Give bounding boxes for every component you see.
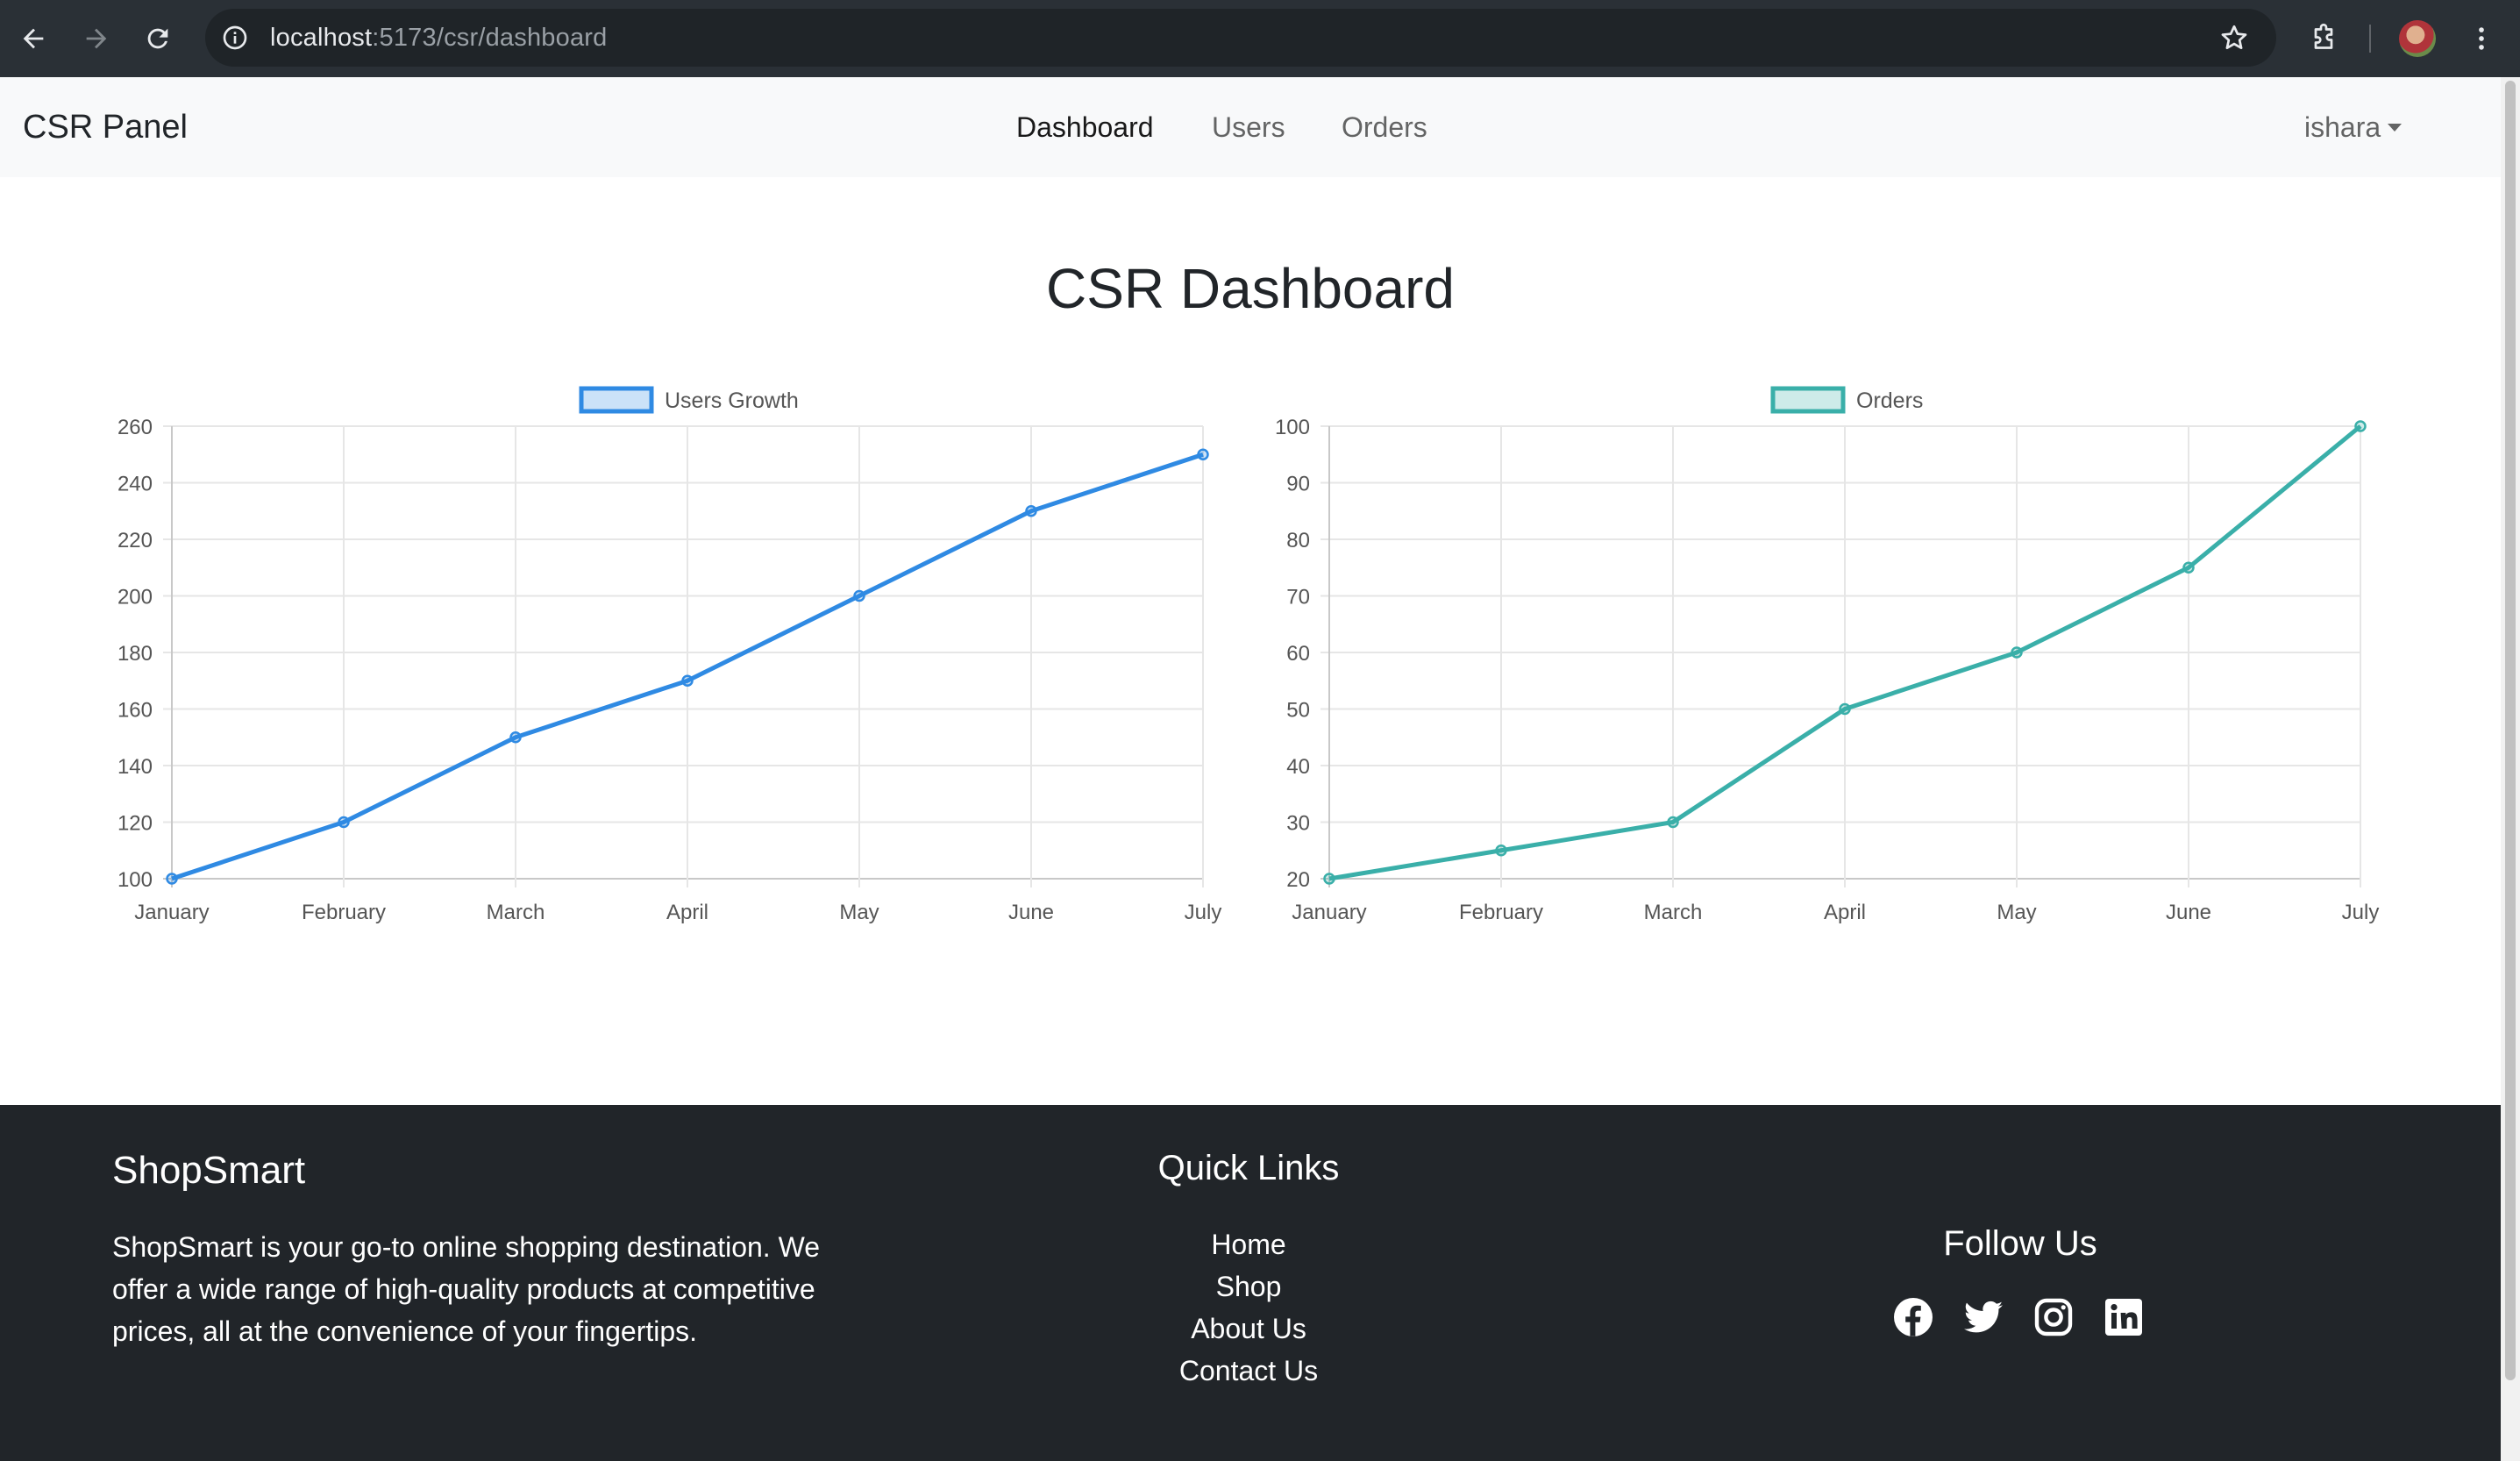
top-navbar: CSR Panel Dashboard Users Orders ishara bbox=[0, 77, 2501, 177]
facebook-icon[interactable] bbox=[1892, 1296, 1934, 1338]
twitter-icon[interactable] bbox=[1962, 1296, 2004, 1338]
back-arrow-icon[interactable] bbox=[11, 16, 56, 61]
y-tick-label: 240 bbox=[117, 473, 153, 496]
url-text[interactable]: localhost:5173/csr/dashboard bbox=[270, 9, 607, 67]
orders-chart-svg: 20 30 40 50 60 70 80 90 100 January February March A… bbox=[1275, 386, 2380, 924]
footer-link-about-us[interactable]: About Us bbox=[1191, 1313, 1306, 1344]
page-title: CSR Dashboard bbox=[1046, 257, 1455, 320]
quick-links-title: Quick Links bbox=[1157, 1149, 1340, 1187]
y-tick-label: 90 bbox=[1286, 473, 1310, 496]
navbar-brand[interactable]: CSR Panel bbox=[23, 109, 188, 146]
x-tick-label: July bbox=[2342, 901, 2380, 924]
y-tick-label: 30 bbox=[1286, 812, 1310, 836]
forward-arrow-icon[interactable] bbox=[74, 16, 119, 61]
browser-toolbar: localhost:5173/csr/dashboard bbox=[0, 0, 2520, 77]
address-bar[interactable]: localhost:5173/csr/dashboard bbox=[205, 9, 2276, 67]
orders-chart: 20 30 40 50 60 70 80 90 100 January February March A… bbox=[1210, 368, 2438, 947]
url-path: :5173/csr/dashboard bbox=[372, 24, 608, 52]
x-tick-label: February bbox=[1459, 901, 1543, 924]
user-dropdown[interactable]: ishara bbox=[2304, 77, 2403, 177]
series-line bbox=[171, 452, 1204, 881]
users-growth-chart: 100 120 140 160 180 200 220 240 260 January Februa… bbox=[53, 368, 1280, 947]
y-tick-label: 180 bbox=[117, 642, 153, 666]
quick-links-list: Home Shop About Us Contact Us bbox=[986, 1223, 1512, 1392]
y-tick-label: 220 bbox=[117, 529, 153, 552]
chart-grid bbox=[163, 425, 1204, 887]
y-tick-label: 260 bbox=[117, 416, 153, 439]
url-host: localhost bbox=[270, 24, 373, 52]
legend-swatch bbox=[1770, 386, 1846, 414]
legend-swatch bbox=[579, 386, 654, 414]
x-tick-label: June bbox=[2166, 901, 2211, 924]
y-tick-label: 100 bbox=[1275, 416, 1310, 439]
toolbar-divider bbox=[2369, 25, 2371, 53]
x-tick-label: May bbox=[1997, 901, 2036, 924]
follow-us-title: Follow Us bbox=[1943, 1224, 2097, 1263]
profile-avatar[interactable] bbox=[2399, 20, 2436, 57]
page-scrollbar[interactable] bbox=[2501, 77, 2520, 1461]
data-point bbox=[1323, 873, 1335, 885]
linkedin-icon[interactable] bbox=[2103, 1296, 2145, 1338]
y-tick-label: 40 bbox=[1286, 755, 1310, 779]
x-tick-label: July bbox=[1185, 901, 1222, 924]
bookmark-star-icon[interactable] bbox=[2218, 22, 2250, 58]
data-point bbox=[509, 731, 522, 744]
footer-link-home[interactable]: Home bbox=[1211, 1229, 1286, 1260]
y-tick-label: 120 bbox=[117, 812, 153, 836]
data-point bbox=[2011, 646, 2023, 659]
data-point bbox=[338, 816, 350, 829]
data-point bbox=[2354, 420, 2367, 432]
scrollbar-thumb[interactable] bbox=[2505, 81, 2516, 1380]
data-point bbox=[1667, 816, 1679, 829]
y-tick-label: 60 bbox=[1286, 642, 1310, 666]
y-tick-label: 160 bbox=[117, 699, 153, 723]
more-vert-icon[interactable] bbox=[2459, 16, 2504, 61]
chevron-down-icon bbox=[2388, 124, 2403, 132]
data-point bbox=[1839, 702, 1851, 716]
users-growth-chart-svg: 100 120 140 160 180 200 220 240 260 January Februa… bbox=[117, 386, 1222, 924]
extensions-icon[interactable] bbox=[2301, 16, 2346, 61]
x-tick-label: April bbox=[1824, 901, 1866, 924]
legend-label: Orders bbox=[1856, 388, 1923, 413]
y-tick-label: 80 bbox=[1286, 529, 1310, 552]
user-name: ishara bbox=[2304, 111, 2381, 143]
nav-link-orders[interactable]: Orders bbox=[1342, 111, 1427, 143]
footer-brand: ShopSmart bbox=[112, 1149, 306, 1192]
data-point bbox=[1197, 448, 1209, 460]
y-tick-label: 70 bbox=[1286, 586, 1310, 609]
series-line bbox=[1328, 424, 2362, 881]
site-info-icon[interactable] bbox=[221, 24, 249, 56]
nav-link-dashboard[interactable]: Dashboard bbox=[1016, 111, 1154, 143]
footer-link-shop[interactable]: Shop bbox=[1215, 1271, 1282, 1302]
nav-link-users[interactable]: Users bbox=[1212, 111, 1285, 143]
y-tick-label: 50 bbox=[1286, 699, 1310, 723]
x-tick-label: January bbox=[134, 901, 209, 924]
x-tick-label: March bbox=[487, 901, 545, 924]
y-tick-label: 100 bbox=[117, 868, 153, 892]
x-tick-label: June bbox=[1008, 901, 1054, 924]
footer-description: ShopSmart is your go-to online shopping … bbox=[112, 1231, 820, 1347]
legend-label: Users Growth bbox=[665, 388, 799, 413]
reload-icon[interactable] bbox=[135, 16, 181, 61]
y-tick-label: 20 bbox=[1286, 868, 1310, 892]
data-point bbox=[1025, 505, 1037, 517]
x-tick-label: February bbox=[302, 901, 386, 924]
footer: ShopSmart ShopSmart is your go-to online… bbox=[0, 1105, 2501, 1461]
y-tick-label: 140 bbox=[117, 755, 153, 779]
footer-link-contact-us[interactable]: Contact Us bbox=[1178, 1355, 1319, 1386]
chart-grid bbox=[1321, 425, 2361, 887]
x-tick-label: May bbox=[839, 901, 879, 924]
data-point bbox=[166, 873, 178, 885]
data-point bbox=[2182, 561, 2195, 574]
data-point bbox=[853, 589, 865, 602]
data-point bbox=[1495, 845, 1507, 857]
x-tick-label: March bbox=[1644, 901, 1703, 924]
data-point bbox=[681, 674, 694, 687]
x-tick-label: April bbox=[666, 901, 708, 924]
y-tick-label: 200 bbox=[117, 586, 153, 609]
x-tick-label: January bbox=[1292, 901, 1366, 924]
instagram-icon[interactable] bbox=[2032, 1296, 2075, 1338]
